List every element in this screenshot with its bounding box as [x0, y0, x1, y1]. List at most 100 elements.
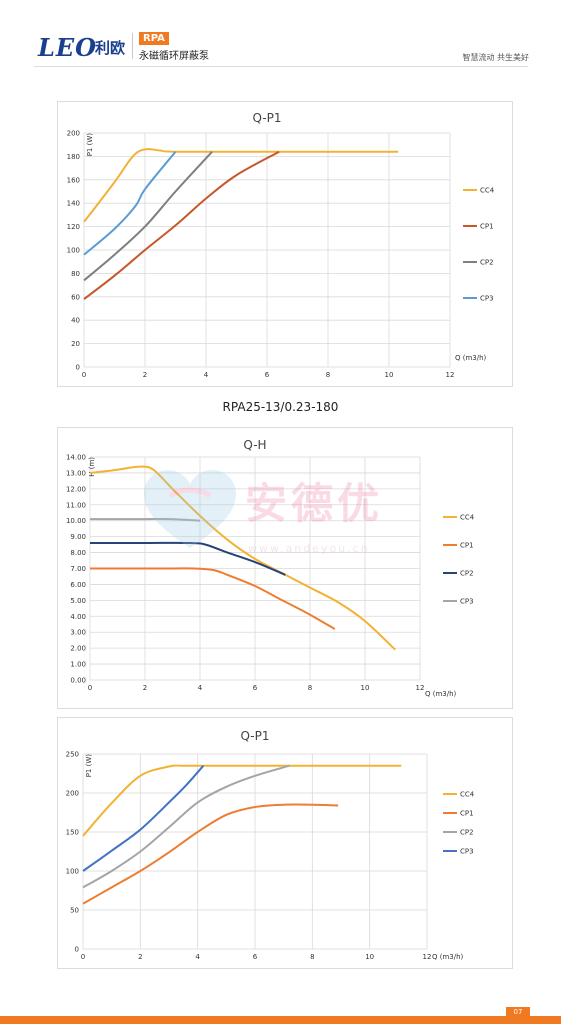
- chart-q-p1-top: 0 20 40 60 80 100 120 140 160 180 200 0 2 4 6 8 10 12 Q-P1…: [57, 101, 513, 387]
- y-tick-label: 120: [67, 223, 80, 231]
- x-tick-label: 4: [195, 953, 200, 961]
- y-tick-label: 0.00: [70, 677, 86, 685]
- x-tick-label: 0: [82, 371, 86, 379]
- y-tick-label: 50: [70, 907, 79, 915]
- logo-divider: [132, 33, 133, 59]
- series-line-cc4: [89, 465, 396, 651]
- legend-label: CP2: [460, 570, 474, 578]
- product-series-tag: RPA: [139, 32, 169, 45]
- watermark-text: 安德优: [245, 479, 384, 528]
- series-line-cp2: [82, 764, 290, 889]
- watermark: 安德优 www.andeyou.cn: [140, 466, 430, 566]
- x-axis-label: Q (m3/h): [455, 354, 487, 362]
- y-tick-label: 0: [75, 946, 79, 954]
- legend-label: CP3: [460, 848, 474, 856]
- y-tick-label: 180: [67, 153, 80, 161]
- y-tick-label: 14.00: [66, 454, 86, 462]
- x-tick-label: 0: [81, 953, 85, 961]
- watermark-url: www.andeyou.cn: [248, 542, 370, 555]
- x-tick-label: 2: [143, 684, 147, 692]
- chart-svg: 0 50 100 150 200 250 0 2 4 6 8 10 12 Q-P1 P1 (W) Q (m3/…: [66, 729, 475, 961]
- y-tick-label: 6.00: [70, 581, 86, 589]
- series-line-cp3: [89, 518, 201, 522]
- y-tick-label: 5.00: [70, 597, 86, 605]
- page-header: LEO 利欧 RPA 永磁循环屏蔽泵 智慧流动 共生美好: [0, 0, 561, 70]
- x-tick-label: 8: [308, 684, 312, 692]
- y-tick-label: 250: [66, 751, 79, 759]
- y-tick-label: 8.00: [70, 549, 86, 557]
- footer-bar: [0, 1016, 561, 1024]
- legend-label: CP1: [480, 223, 494, 231]
- x-tick-label: 10: [385, 371, 394, 379]
- x-tick-label: 10: [361, 684, 370, 692]
- x-tick-label: 10: [365, 953, 374, 961]
- legend-label: CP2: [460, 829, 474, 837]
- x-tick-label: 6: [265, 371, 270, 379]
- watermark-heart-icon: [144, 470, 236, 548]
- series-line-cp3: [83, 151, 177, 256]
- brand-logo-cn: 利欧: [95, 39, 126, 57]
- y-tick-label: 140: [67, 200, 80, 208]
- y-tick-label: 80: [71, 270, 80, 278]
- y-tick-label: 40: [71, 317, 80, 325]
- legend-label: CC4: [460, 791, 475, 799]
- x-tick-label: 0: [88, 684, 92, 692]
- y-tick-label: 4.00: [70, 613, 86, 621]
- y-tick-label: 13.00: [66, 469, 86, 477]
- series-line-cp2: [89, 541, 286, 576]
- x-tick-label: 12: [416, 684, 425, 692]
- y-tick-label: 9.00: [70, 533, 86, 541]
- x-tick-label: 2: [138, 953, 142, 961]
- chart-title: Q-P1: [253, 111, 282, 125]
- x-tick-label: 6: [253, 953, 258, 961]
- legend-label: CP3: [480, 295, 494, 303]
- series-line-cp1: [82, 803, 339, 905]
- series-line-cp3: [82, 765, 205, 872]
- x-tick-label: 12: [446, 371, 455, 379]
- chart-title: Q-P1: [241, 729, 270, 743]
- legend-label: CP3: [460, 598, 474, 606]
- product-subtitle: 永磁循环屏蔽泵: [139, 51, 209, 62]
- legend-label: CP2: [480, 259, 494, 267]
- y-tick-label: 100: [66, 868, 79, 876]
- legend-label: CC4: [460, 514, 475, 522]
- chart-q-h: 0.00 1.00 2.00 3.00 4.00 5.00 6.00 7.00 8.00 9.00…: [57, 427, 513, 709]
- legend-label: CP1: [460, 810, 474, 818]
- y-tick-label: 1.00: [70, 661, 86, 669]
- brand-logo: LEO: [38, 33, 98, 62]
- chart-svg: 0 20 40 60 80 100 120 140 160 180 200 0 2 4 6 8 10 12 Q-P1…: [67, 111, 495, 379]
- x-tick-label: 8: [310, 953, 314, 961]
- y-tick-label: 200: [67, 130, 80, 138]
- y-tick-label: 10.00: [66, 517, 86, 525]
- y-axis-label: P1 (W): [86, 133, 94, 157]
- model-label: RPA25-13/0.23-180: [222, 400, 339, 414]
- page-number: 07: [506, 1007, 530, 1018]
- y-tick-label: 200: [66, 790, 79, 798]
- legend-label: CP1: [460, 542, 474, 550]
- y-tick-label: 20: [71, 340, 80, 348]
- x-tick-label: 12: [423, 953, 432, 961]
- y-tick-label: 11.00: [66, 501, 86, 509]
- y-tick-label: 150: [66, 829, 79, 837]
- y-tick-label: 160: [67, 176, 80, 184]
- y-axis-label: H (m): [88, 457, 96, 477]
- legend-label: CC4: [480, 187, 495, 195]
- chart-title: Q-H: [243, 438, 266, 452]
- series-line-cc4: [83, 148, 399, 223]
- x-tick-label: 2: [143, 371, 147, 379]
- y-tick-label: 0: [76, 364, 80, 372]
- x-tick-label: 4: [198, 684, 203, 692]
- y-tick-label: 60: [71, 293, 80, 301]
- x-tick-label: 8: [326, 371, 330, 379]
- y-tick-label: 7.00: [70, 565, 86, 573]
- company-slogan: 智慧流动 共生美好: [462, 53, 529, 62]
- x-axis-label: Q (m3/h): [432, 953, 464, 961]
- x-tick-label: 4: [204, 371, 209, 379]
- y-axis-label: P1 (W): [85, 754, 93, 778]
- series-line-cp2: [83, 151, 213, 282]
- series-line-cp1: [90, 567, 336, 630]
- series-line-cp1: [83, 150, 280, 300]
- y-tick-label: 12.00: [66, 485, 86, 493]
- y-tick-label: 3.00: [70, 629, 86, 637]
- series-line-cc4: [82, 764, 402, 837]
